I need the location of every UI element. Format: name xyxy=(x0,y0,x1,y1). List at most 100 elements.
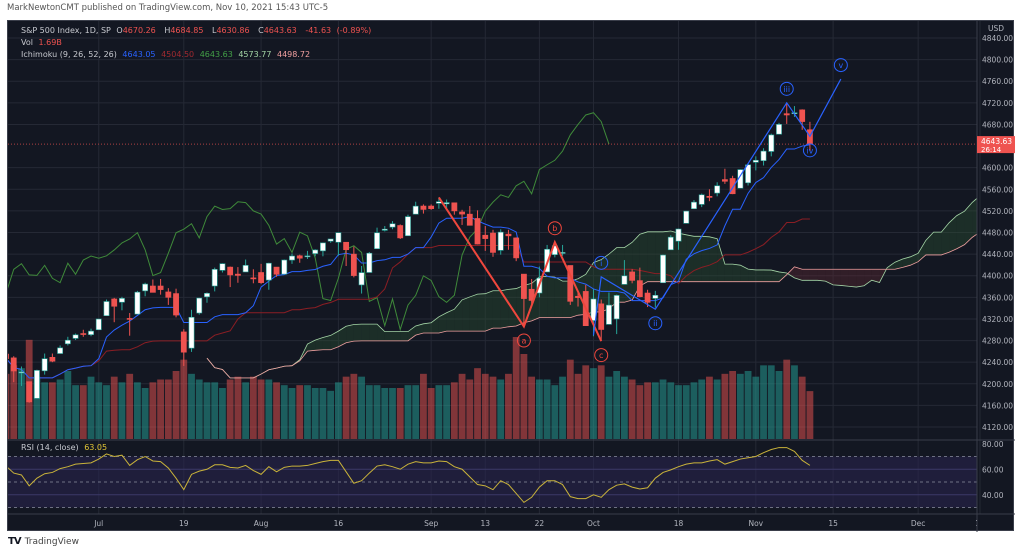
candle[interactable] xyxy=(173,288,179,318)
candle[interactable] xyxy=(397,224,404,239)
candle[interactable] xyxy=(366,251,373,273)
candle[interactable] xyxy=(528,278,535,304)
candle[interactable] xyxy=(745,163,751,186)
candle[interactable] xyxy=(768,133,775,157)
candle[interactable] xyxy=(474,210,481,245)
candle[interactable] xyxy=(304,250,311,259)
candle[interactable] xyxy=(204,292,210,303)
candle[interactable] xyxy=(10,356,17,383)
candle[interactable] xyxy=(88,328,94,337)
candle[interactable] xyxy=(799,109,806,130)
wave-label-v[interactable]: v xyxy=(833,58,848,73)
candle[interactable] xyxy=(459,209,465,225)
candle[interactable] xyxy=(691,200,697,210)
candle[interactable] xyxy=(521,273,527,327)
chart-canvas[interactable]: abciiiiiiivvUSD4840.004800.004760.004720… xyxy=(8,21,1015,532)
candle[interactable] xyxy=(227,266,234,288)
candle[interactable] xyxy=(706,189,713,202)
candle[interactable] xyxy=(18,366,25,386)
candle[interactable] xyxy=(683,210,690,224)
candle[interactable] xyxy=(729,175,736,195)
candle[interactable] xyxy=(95,318,102,331)
candle[interactable] xyxy=(149,279,156,293)
candle[interactable] xyxy=(49,353,56,363)
candle[interactable] xyxy=(180,329,187,366)
candle[interactable] xyxy=(606,292,612,325)
wave-label-ii[interactable]: ii xyxy=(648,316,663,331)
candle[interactable] xyxy=(350,246,357,278)
candle[interactable] xyxy=(119,296,125,311)
footer-brand[interactable]: TV TradingView xyxy=(8,536,79,547)
candle[interactable] xyxy=(196,297,203,315)
wave-label-i[interactable]: i xyxy=(594,255,609,270)
candle[interactable] xyxy=(513,237,520,262)
candle[interactable] xyxy=(490,229,496,257)
candle[interactable] xyxy=(289,253,295,264)
candle[interactable] xyxy=(629,269,636,284)
candle[interactable] xyxy=(714,182,721,197)
wave-label-iii[interactable]: iii xyxy=(779,81,794,96)
candle[interactable] xyxy=(451,202,458,215)
candle[interactable] xyxy=(188,309,195,352)
candle[interactable] xyxy=(497,229,504,255)
candle[interactable] xyxy=(598,299,605,342)
time-axis[interactable]: Jul 19 Aug 16 Sep 13 22 Oct 18 Nov 15 Dec 13 xyxy=(93,519,985,528)
rsi-label[interactable]: RSI (14, close) xyxy=(21,443,79,452)
candle[interactable] xyxy=(165,288,172,305)
candle[interactable] xyxy=(134,290,141,315)
wave-label-b[interactable]: b xyxy=(547,221,562,236)
candle[interactable] xyxy=(111,297,118,323)
candle[interactable] xyxy=(590,289,597,337)
candle[interactable] xyxy=(675,228,682,250)
candle[interactable] xyxy=(34,369,40,399)
candle[interactable] xyxy=(57,345,64,354)
candle[interactable] xyxy=(142,282,149,297)
candle[interactable] xyxy=(335,232,342,256)
candle[interactable] xyxy=(667,235,674,251)
candle[interactable] xyxy=(211,267,218,292)
candle[interactable] xyxy=(8,353,9,363)
candle[interactable] xyxy=(343,241,350,267)
candle[interactable] xyxy=(258,263,264,284)
candle[interactable] xyxy=(621,260,628,285)
candle[interactable] xyxy=(428,204,435,210)
candle[interactable] xyxy=(273,266,280,277)
candle[interactable] xyxy=(26,381,33,403)
candle[interactable] xyxy=(64,336,71,346)
candle[interactable] xyxy=(381,226,388,232)
candle[interactable] xyxy=(103,299,110,317)
candle[interactable] xyxy=(505,229,512,250)
candle[interactable] xyxy=(157,278,164,295)
candle[interactable] xyxy=(613,294,620,335)
symbol-name[interactable]: S&P 500 Index, 1D, SP xyxy=(21,26,111,35)
candle[interactable] xyxy=(752,156,759,171)
candle[interactable] xyxy=(776,122,782,135)
candle[interactable] xyxy=(358,266,365,294)
candle[interactable] xyxy=(265,262,272,290)
candle[interactable] xyxy=(72,333,79,341)
candle[interactable] xyxy=(721,168,728,184)
candle[interactable] xyxy=(567,265,574,305)
candle[interactable] xyxy=(250,269,257,284)
candle[interactable] xyxy=(443,199,450,209)
candle[interactable] xyxy=(235,267,241,283)
candle[interactable] xyxy=(482,226,489,251)
candle[interactable] xyxy=(242,259,249,273)
candle[interactable] xyxy=(41,353,48,375)
candle[interactable] xyxy=(466,206,473,226)
candle[interactable] xyxy=(80,329,87,337)
candle[interactable] xyxy=(405,214,411,237)
candle[interactable] xyxy=(652,290,659,308)
candle[interactable] xyxy=(389,221,396,230)
candle[interactable] xyxy=(320,242,326,257)
candle[interactable] xyxy=(420,204,427,214)
candle[interactable] xyxy=(281,259,288,275)
candle[interactable] xyxy=(219,263,226,273)
candle[interactable] xyxy=(660,254,666,284)
candle[interactable] xyxy=(296,254,303,263)
candle[interactable] xyxy=(327,238,334,243)
candle[interactable] xyxy=(760,148,767,166)
candle[interactable] xyxy=(126,313,133,336)
wave-label-a[interactable]: a xyxy=(516,333,531,348)
